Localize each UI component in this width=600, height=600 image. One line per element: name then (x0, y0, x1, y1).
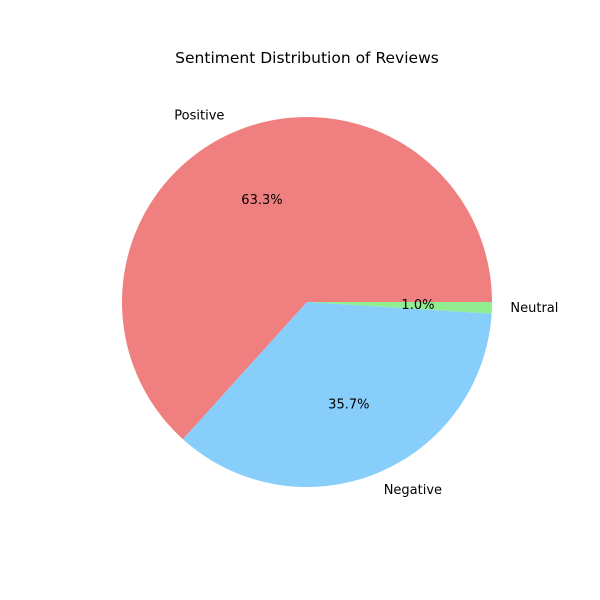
slice-percent-neutral: 1.0% (401, 298, 434, 313)
slice-label-neutral: Neutral (510, 301, 558, 316)
slice-percent-negative: 35.7% (328, 397, 369, 412)
pie-slice-negative (182, 302, 492, 487)
pie-slice-positive (122, 117, 493, 440)
pie-labels: Positive 63.3% Negative 35.7% Neutral 1.0% (174, 109, 558, 498)
pie-slice-neutral (307, 302, 492, 314)
slice-percent-positive: 63.3% (241, 193, 282, 208)
slice-label-negative: Negative (384, 483, 442, 498)
slice-label-positive: Positive (174, 109, 224, 124)
pie-slices (122, 117, 493, 487)
chart-title: Sentiment Distribution of Reviews (175, 49, 439, 67)
